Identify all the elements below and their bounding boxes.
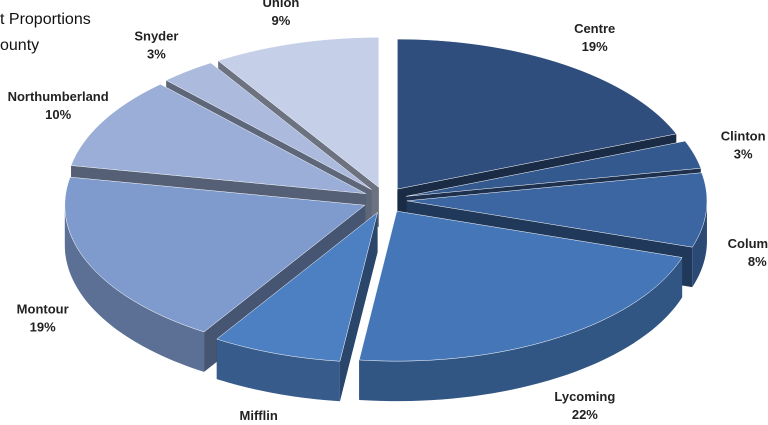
- slice-label: Northumberland: [8, 89, 109, 104]
- pie-slice: [70, 84, 366, 194]
- slice-label: Centre: [574, 21, 615, 36]
- slice-label: Union: [263, 0, 300, 10]
- slice-value-label: 19%: [582, 39, 608, 54]
- pie-slice: [216, 211, 378, 362]
- slice-label: Montour: [17, 301, 69, 316]
- slice-side: [692, 200, 707, 288]
- slice-value-label: 19%: [30, 319, 56, 334]
- pie-slice: [406, 140, 702, 197]
- chart-title-line: ounty: [0, 37, 39, 54]
- pie-slice: [217, 37, 380, 188]
- slice-value-label: 8%: [748, 254, 767, 269]
- slice-label: Lycoming: [554, 389, 615, 404]
- chart-title-line: t Proportions: [0, 11, 91, 28]
- pie-slice: [64, 176, 366, 333]
- pie-slice: [397, 38, 677, 190]
- slice-label: Clinton: [721, 129, 766, 144]
- slice-side: [359, 257, 683, 402]
- pie-slice: [406, 172, 708, 248]
- pie-slice: [165, 62, 372, 190]
- slice-value-label: 9%: [272, 13, 291, 28]
- slice-value-label: 3%: [147, 46, 166, 61]
- pie-slice: [358, 210, 683, 362]
- slice-side: [216, 339, 340, 402]
- slice-label: Columbia: [728, 236, 768, 251]
- slice-value-label: 10%: [45, 107, 71, 122]
- slice-value-label: 3%: [734, 147, 753, 162]
- slice-side: [64, 205, 205, 372]
- slice-label: Snyder: [134, 28, 178, 43]
- slice-label: Mifflin: [240, 408, 278, 423]
- slice-value-label: 22%: [572, 407, 598, 422]
